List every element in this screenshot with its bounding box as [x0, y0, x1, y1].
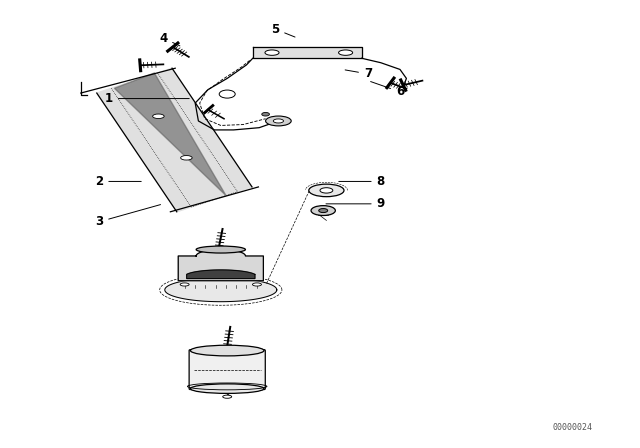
- Ellipse shape: [262, 112, 269, 116]
- Polygon shape: [178, 250, 264, 281]
- Text: 2: 2: [95, 175, 141, 188]
- Ellipse shape: [219, 90, 236, 98]
- Ellipse shape: [223, 395, 232, 398]
- Ellipse shape: [252, 283, 262, 286]
- Polygon shape: [97, 68, 252, 212]
- Ellipse shape: [180, 283, 189, 286]
- Text: 3: 3: [95, 205, 161, 228]
- Text: 6: 6: [371, 82, 404, 99]
- Ellipse shape: [308, 184, 344, 197]
- Ellipse shape: [339, 50, 353, 55]
- FancyBboxPatch shape: [189, 349, 265, 390]
- Text: 8: 8: [339, 175, 385, 188]
- Ellipse shape: [191, 345, 264, 356]
- Polygon shape: [187, 270, 255, 279]
- Text: 7: 7: [345, 67, 372, 81]
- Text: 1: 1: [105, 92, 189, 105]
- Polygon shape: [115, 73, 226, 195]
- Text: 00000024: 00000024: [553, 423, 593, 432]
- Ellipse shape: [311, 206, 335, 215]
- Ellipse shape: [180, 155, 192, 160]
- Text: 4: 4: [159, 31, 180, 46]
- Ellipse shape: [266, 116, 291, 126]
- Ellipse shape: [265, 50, 279, 55]
- Ellipse shape: [273, 119, 284, 123]
- Ellipse shape: [153, 114, 164, 118]
- Ellipse shape: [191, 384, 264, 393]
- Ellipse shape: [196, 246, 246, 253]
- Ellipse shape: [319, 208, 328, 212]
- Text: 9: 9: [326, 197, 385, 211]
- Text: 5: 5: [271, 22, 295, 37]
- Polygon shape: [253, 47, 362, 58]
- Polygon shape: [165, 278, 277, 302]
- Ellipse shape: [320, 188, 333, 193]
